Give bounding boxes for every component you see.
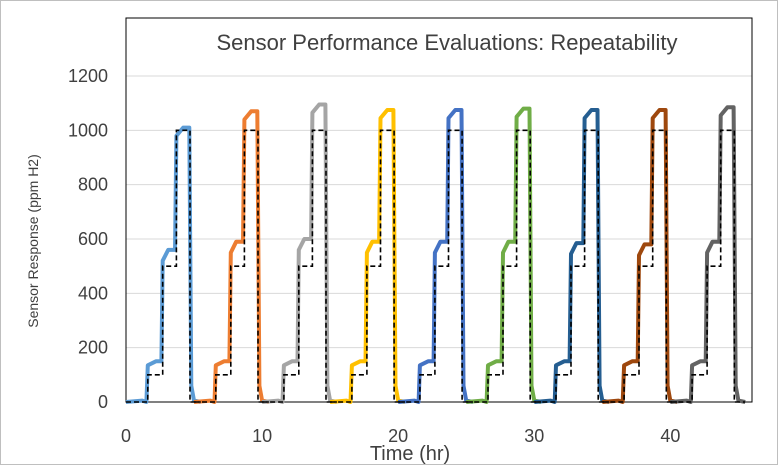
plot-area	[125, 17, 753, 403]
reference-line	[398, 129, 473, 403]
y-tick-labels: 0 200 400 600 800 1000 1200	[68, 66, 108, 412]
y-tick-label: 1000	[68, 120, 108, 140]
y-tick-label: 800	[78, 175, 108, 195]
x-tick-label: 30	[524, 426, 544, 446]
y-tick-label: 1200	[68, 66, 108, 86]
reference-line	[670, 129, 746, 403]
y-tick-label: 400	[78, 283, 108, 303]
reference-line	[602, 129, 678, 403]
chart-title: Sensor Performance Evaluations: Repeatab…	[216, 30, 677, 55]
plot-border	[125, 17, 753, 403]
reference-line	[262, 129, 337, 403]
x-tick-labels: 0 10 20 30 40	[121, 426, 680, 446]
x-axis-label: Time (hr)	[370, 443, 450, 465]
x-tick-label: 0	[121, 426, 131, 446]
y-tick-label: 0	[98, 392, 108, 412]
reference-line	[194, 129, 269, 403]
reference-line	[534, 129, 610, 403]
y-tick-label: 600	[78, 229, 108, 249]
gridlines	[126, 75, 752, 349]
x-tick-label: 40	[660, 426, 680, 446]
x-tick-label: 20	[388, 426, 408, 446]
reference-group	[126, 129, 746, 403]
y-tick-label: 200	[78, 338, 108, 358]
reference-line	[466, 129, 542, 403]
y-axis-label: Sensor Response (ppm H2)	[25, 154, 41, 328]
reference-line	[330, 129, 405, 403]
series-line	[125, 125, 202, 404]
x-tick-label: 10	[252, 426, 272, 446]
reference-line	[126, 129, 201, 403]
